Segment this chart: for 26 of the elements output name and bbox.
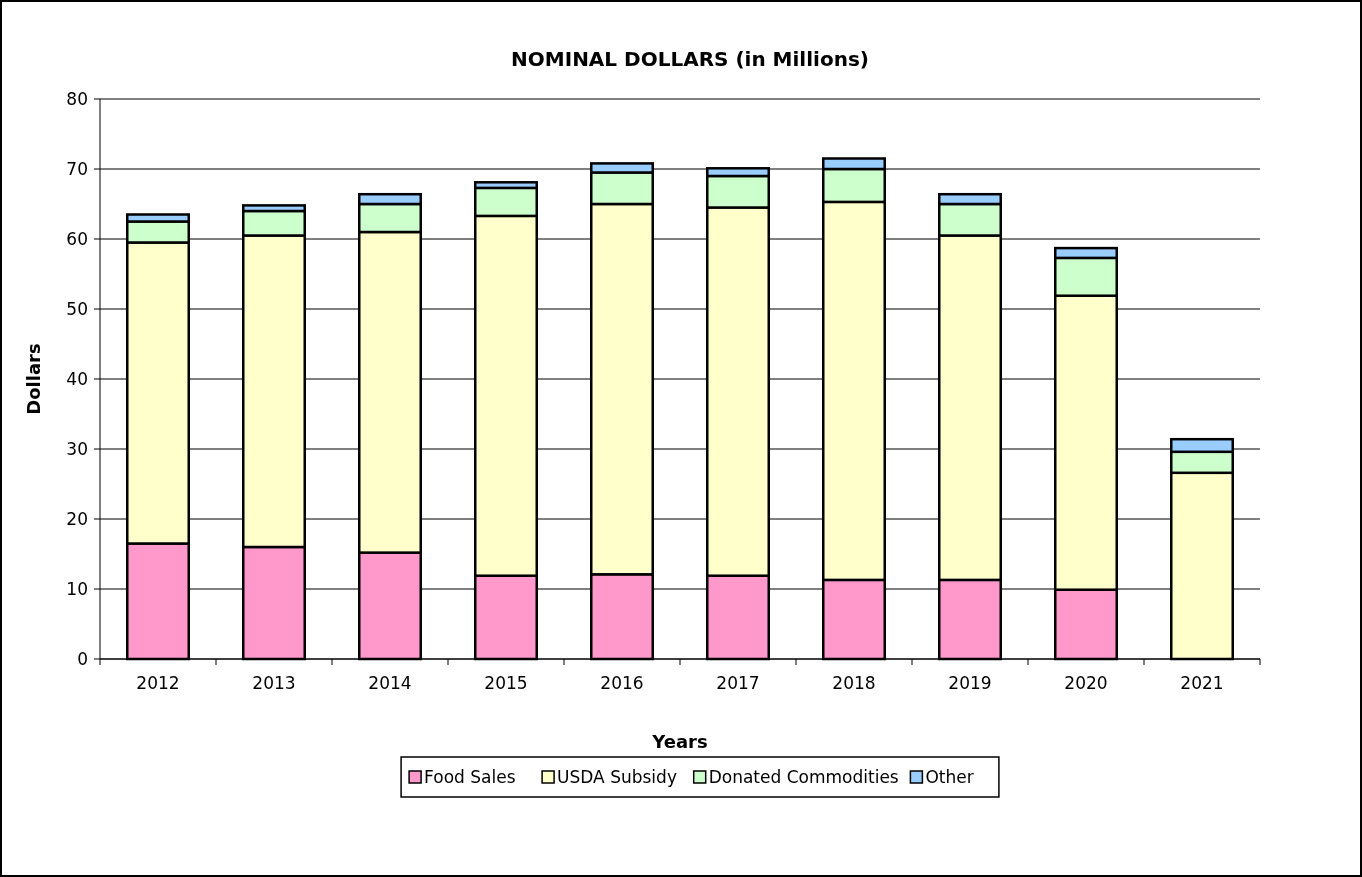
y-axis-title: Dollars <box>23 343 44 415</box>
y-tick-label: 0 <box>77 648 88 669</box>
x-tick-label: 2014 <box>368 673 412 693</box>
x-tick-label: 2017 <box>716 673 760 693</box>
y-tick-label: 80 <box>66 88 88 109</box>
x-tick-label: 2020 <box>1064 673 1108 693</box>
x-tick-label: 2013 <box>252 673 296 693</box>
legend-label: Other <box>925 766 974 787</box>
y-tick-label: 50 <box>66 298 88 319</box>
y-tick-label: 70 <box>66 158 88 179</box>
y-tick-label: 30 <box>66 438 88 459</box>
y-tick-label: 20 <box>66 508 88 529</box>
x-tick-label: 2012 <box>136 673 180 693</box>
x-axis-title: Years <box>651 731 708 752</box>
legend-label: USDA Subsidy <box>557 766 677 787</box>
y-tick-label: 40 <box>66 368 88 389</box>
legend-label: Food Sales <box>424 766 516 787</box>
x-tick-label: 2016 <box>600 673 644 693</box>
legend-label: Donated Commodities <box>708 766 899 787</box>
chart-title: NOMINAL DOLLARS (in Millions) <box>511 47 869 71</box>
x-tick-label: 2019 <box>948 673 992 693</box>
x-tick-label: 2021 <box>1180 673 1224 693</box>
x-tick-label: 2015 <box>484 673 528 693</box>
y-tick-label: 60 <box>66 228 88 249</box>
x-tick-label: 2018 <box>832 673 876 693</box>
y-tick-label: 10 <box>66 578 88 599</box>
